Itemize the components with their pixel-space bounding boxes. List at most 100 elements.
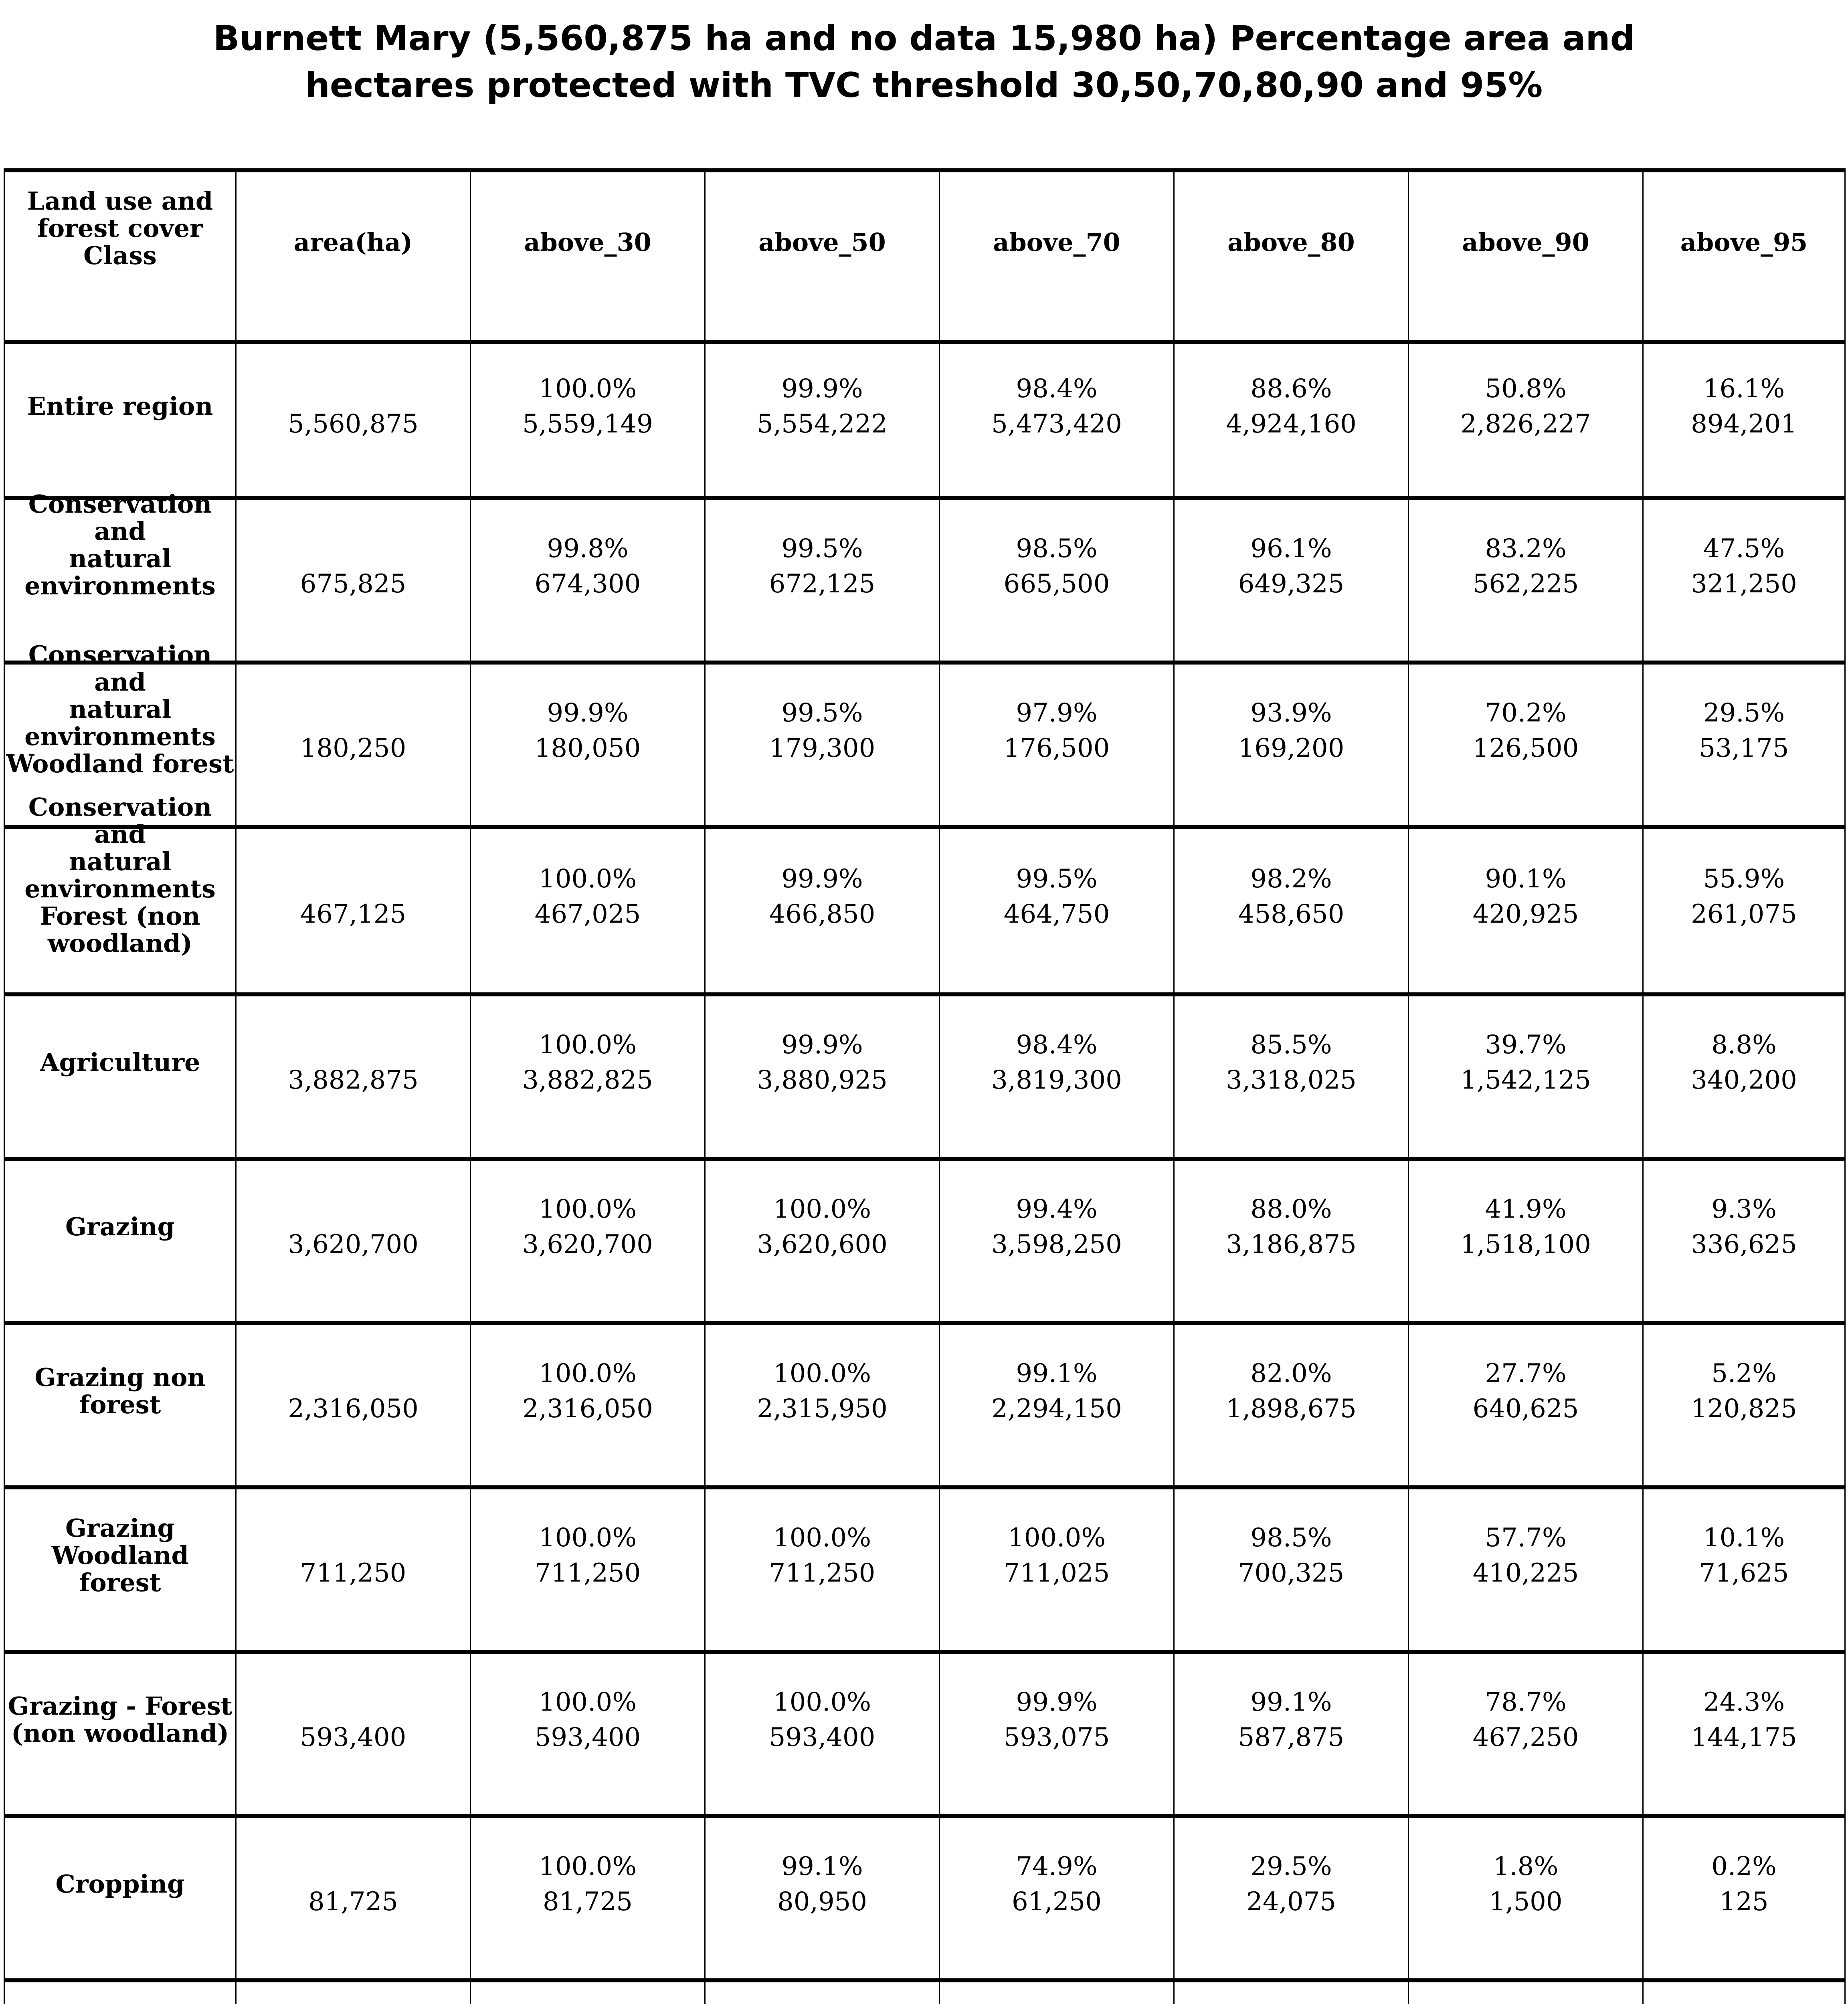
cell-above-70: 97.9% 176,500 <box>939 661 1175 829</box>
table-header-row: Land use and forest cover Class area(ha) a… <box>4 168 1846 344</box>
cell-above-90: 57.7% 410,225 <box>1408 1485 1644 1654</box>
cell-area-ha: 2,316,050 <box>235 1321 471 1489</box>
cell-above-80: 93.9% 169,200 <box>1173 661 1409 829</box>
cell-above-95: 10.1% 71,625 <box>1642 1485 1846 1654</box>
header-label-above-30: above_30 <box>524 228 651 257</box>
cell-above-80: 98.2% 458,650 <box>1173 825 1409 996</box>
cell-above-80: 82.0% 1,898,675 <box>1173 1321 1409 1489</box>
row-label: Cropping <box>55 1869 185 1899</box>
table-row-irrigation: Irrigation174,775100.0%174,72599.4%173,7… <box>4 1978 1846 2004</box>
cell-above-95: 1.6%2,825 <box>1642 1978 1846 2004</box>
cell-above-30: 100.0% 467,025 <box>470 825 706 996</box>
header-land-use-class: Land use and forest cover Class <box>4 168 237 344</box>
cell-above-30: 100.0% 3,882,825 <box>470 992 706 1161</box>
header-above-70: above_70 <box>939 168 1175 344</box>
cell-above-50: 99.9% 466,850 <box>704 825 940 996</box>
cell-above-50: 99.9% 5,554,222 <box>704 340 940 500</box>
cell-above-50: 100.0% 593,400 <box>704 1650 940 1818</box>
cell-area-ha: 3,882,875 <box>235 992 471 1161</box>
cell-above-70: 98.5% 665,500 <box>939 496 1175 665</box>
table-row-grazing: Grazing 3,620,700 100.0% 3,620,700 100.0% 3,6… <box>4 1157 1846 1325</box>
cell-above-90: 27.7% 640,625 <box>1408 1321 1644 1489</box>
cell-above-95: 8.8% 340,200 <box>1642 992 1846 1161</box>
cell-above-50: 99.4%173,750 <box>704 1978 940 2004</box>
cell-above-30: 100.0% 81,725 <box>470 1814 706 1982</box>
cell-area-ha: 81,725 <box>235 1814 471 1982</box>
header-above-30: above_30 <box>470 168 706 344</box>
cell-above-80: 96.1% 649,325 <box>1173 496 1409 665</box>
row-label-cell: Grazing non forest <box>4 1321 237 1489</box>
cell-area-ha: 593,400 <box>235 1650 471 1818</box>
cell-above-70: 99.4% 3,598,250 <box>939 1157 1175 1325</box>
row-label-cell: Grazing <box>4 1157 237 1325</box>
cell-area-ha: 711,250 <box>235 1485 471 1654</box>
row-label-cell: Grazing Woodland forest <box>4 1485 237 1654</box>
table-row-cropping: Cropping 81,725 100.0% 81,725 99.1% 80,950 74.… <box>4 1814 1846 1982</box>
header-label-above-95: above_95 <box>1680 228 1808 257</box>
row-label: Grazing non forest <box>34 1363 206 1419</box>
row-label: Grazing <box>65 1212 175 1241</box>
table-row-grazing-forest: Grazing - Forest (non woodland) 593,400 10… <box>4 1650 1846 1818</box>
cell-above-50: 100.0% 2,315,950 <box>704 1321 940 1489</box>
header-label-above-70: above_70 <box>993 228 1120 257</box>
cell-above-70: 99.5% 464,750 <box>939 825 1175 996</box>
row-label-cell: Conservation and natural environments Wo… <box>4 641 237 829</box>
cell-above-70: 100.0% 711,025 <box>939 1485 1175 1654</box>
table-row-grazing-non: Grazing non forest 2,316,050 100.0% 2,316,0… <box>4 1321 1846 1489</box>
cell-above-80: 85.5% 3,318,025 <box>1173 992 1409 1161</box>
cell-area-ha: 174,775 <box>235 1978 471 2004</box>
cell-above-30: 100.0% 593,400 <box>470 1650 706 1818</box>
cell-above-95: 0.2% 125 <box>1642 1814 1846 1982</box>
row-label-cell: Entire region <box>4 340 237 500</box>
cell-above-70: 98.4% 3,819,300 <box>939 992 1175 1161</box>
row-label-cell: Irrigation <box>4 1978 237 2004</box>
cell-above-70: 99.1% 2,294,150 <box>939 1321 1175 1489</box>
cell-above-95: 9.3% 336,625 <box>1642 1157 1846 1325</box>
table-row-grazing-woodland: Grazing Woodland forest 711,250 100.0% 711,… <box>4 1485 1846 1654</box>
cell-above-30: 100.0% 711,250 <box>470 1485 706 1654</box>
row-label-cell: Grazing - Forest (non woodland) <box>4 1650 237 1818</box>
cell-above-70: 74.9% 61,250 <box>939 1814 1175 1982</box>
table-body: Entire region 5,560,875 100.0% 5,559,149 99.… <box>4 340 1846 2004</box>
page-title: Burnett Mary (5,560,875 ha and no data 1… <box>0 15 1848 109</box>
header-above-50: above_50 <box>704 168 940 344</box>
cell-above-30: 100.0% 5,559,149 <box>470 340 706 500</box>
cell-above-70: 99.9% 593,075 <box>939 1650 1175 1818</box>
cell-above-50: 99.5% 179,300 <box>704 661 940 829</box>
cell-above-80: 88.0% 3,186,875 <box>1173 1157 1409 1325</box>
cell-above-80: 98.5% 700,325 <box>1173 1485 1409 1654</box>
row-label-cell: Agriculture <box>4 992 237 1161</box>
cell-above-90: 83.2% 562,225 <box>1408 496 1644 665</box>
cell-above-95: 47.5% 321,250 <box>1642 496 1846 665</box>
cell-above-50: 100.0% 3,620,600 <box>704 1157 940 1325</box>
header-label-above-90: above_90 <box>1462 228 1589 257</box>
row-label: Conservation and natural environments <box>24 489 216 600</box>
row-label-cell: Cropping <box>4 1814 237 1982</box>
row-label-cell: Conservation and natural environments Fo… <box>4 794 237 996</box>
cell-above-30: 100.0% 2,316,050 <box>470 1321 706 1489</box>
cell-above-95: 5.2% 120,825 <box>1642 1321 1846 1489</box>
cell-area-ha: 5,560,875 <box>235 340 471 500</box>
cell-above-50: 99.1% 80,950 <box>704 1814 940 1982</box>
cell-above-90: 90.1% 420,925 <box>1408 825 1644 996</box>
cell-area-ha: 467,125 <box>235 825 471 996</box>
cell-above-30: 99.9% 180,050 <box>470 661 706 829</box>
cell-above-50: 100.0% 711,250 <box>704 1485 940 1654</box>
cell-above-90: 78.7% 467,250 <box>1408 1650 1644 1818</box>
cell-above-90: 39.7% 1,542,125 <box>1408 992 1644 1161</box>
header-land-use-class-label: Land use and forest cover Class <box>27 186 213 270</box>
cell-above-95: 55.9% 261,075 <box>1642 825 1846 996</box>
cell-area-ha: 675,825 <box>235 496 471 665</box>
cell-above-95: 16.1% 894,201 <box>1642 340 1846 500</box>
header-area-ha: area(ha) <box>235 168 471 344</box>
table-row-conservation-and: Conservation and natural environments Fo… <box>4 794 1846 996</box>
cell-above-90: 70.2% 126,500 <box>1408 661 1644 829</box>
cell-above-50: 99.9% 3,880,925 <box>704 992 940 1161</box>
table-row-entire-region: Entire region 5,560,875 100.0% 5,559,149 99.… <box>4 340 1846 500</box>
row-label: Grazing Woodland forest <box>51 1513 189 1597</box>
page-title-line2: hectares protected with TVC threshold 30… <box>305 65 1543 105</box>
header-above-80: above_80 <box>1173 168 1409 344</box>
cell-above-80: 29.5% 24,075 <box>1173 1814 1409 1982</box>
cell-above-30: 100.0%174,725 <box>470 1978 706 2004</box>
row-label: Conservation and natural environments Wo… <box>6 640 234 778</box>
